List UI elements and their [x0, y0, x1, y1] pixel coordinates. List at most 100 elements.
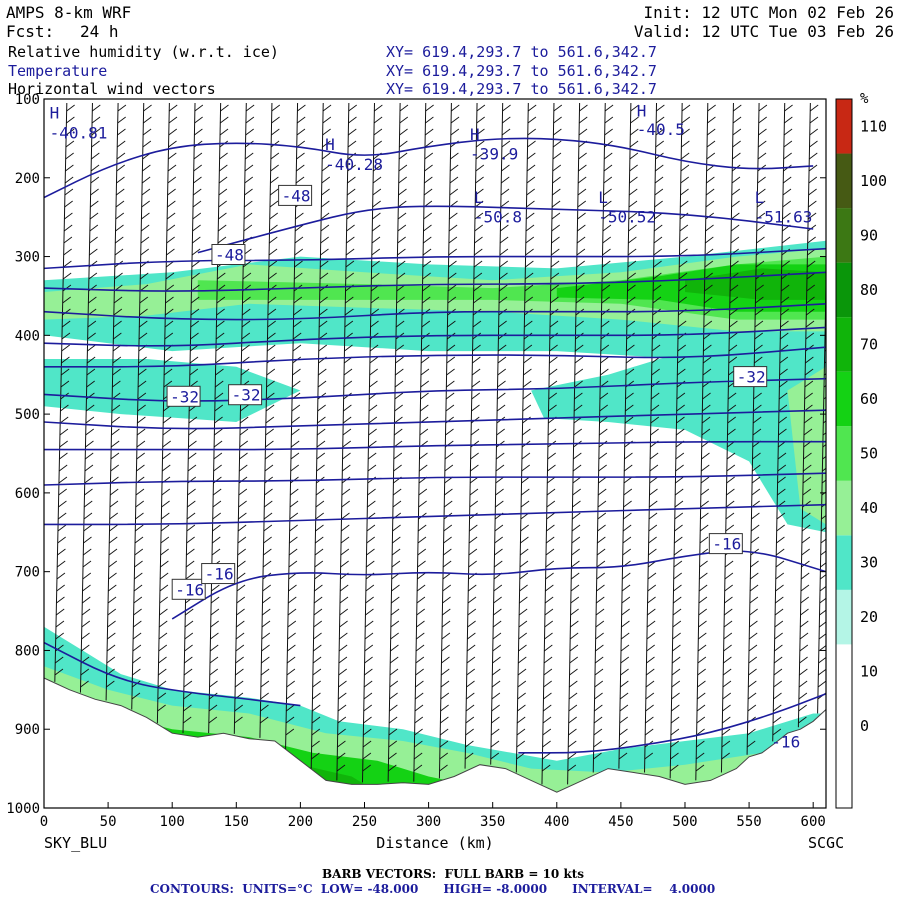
temp-label-0: H [50, 104, 60, 123]
barb-tick [87, 344, 96, 352]
barb-tick [88, 272, 98, 280]
barb-tick [238, 476, 248, 484]
barb-tick [84, 488, 93, 496]
barb-shaft [746, 102, 760, 755]
barb-tick [424, 152, 434, 160]
barb-tick [650, 392, 660, 400]
barb-tick [184, 644, 193, 652]
barb-tick [290, 452, 300, 460]
barb-tick [594, 656, 604, 664]
barb-tick [236, 596, 246, 604]
colorbar-tick-label: 60 [860, 390, 878, 408]
barb-tick [653, 224, 663, 232]
barb-tick [91, 152, 100, 160]
barb-tick [420, 356, 430, 364]
barb-tick [697, 680, 706, 688]
barb-tick [90, 176, 100, 184]
barb-tick [778, 416, 787, 424]
barb-tick [441, 644, 450, 652]
barb-tick [270, 176, 279, 184]
barb-tick [315, 488, 325, 496]
barb-tick [475, 140, 485, 148]
barb-tick [398, 200, 407, 208]
barb-tick [389, 680, 399, 688]
barb-tick [439, 740, 449, 748]
barb-shaft [515, 102, 529, 773]
barb-tick [779, 368, 788, 376]
barb-tick [546, 512, 555, 520]
barb-tick [424, 140, 434, 148]
barb-tick [168, 152, 177, 160]
barb-tick [210, 608, 220, 616]
isotherm-3 [44, 271, 826, 292]
rh-region-7 [787, 366, 826, 525]
barb-tick [526, 200, 535, 208]
barb-tick [775, 548, 785, 556]
barb-tick [87, 320, 97, 328]
barb-tick [577, 224, 586, 232]
barb-shaft [259, 102, 273, 738]
barb-tick [388, 728, 398, 736]
barb-tick [597, 500, 607, 508]
barb-tick [191, 284, 200, 292]
barb-tick [802, 512, 811, 520]
barb-tick [416, 596, 426, 604]
barb-shaft [772, 102, 786, 742]
barb-tick [520, 536, 529, 544]
barb-tick [315, 536, 324, 544]
barb-tick [187, 488, 196, 496]
barb-tick [261, 656, 270, 664]
barb-tick [519, 596, 528, 604]
barb-tick [59, 428, 69, 436]
barb-tick [311, 728, 321, 736]
barb-tick [594, 704, 603, 712]
barb-tick [728, 356, 738, 364]
barb-tick [184, 632, 194, 640]
barb-tick [629, 140, 639, 148]
barb-tick [807, 212, 817, 220]
x-tick-label: 50 [100, 814, 117, 830]
barb-tick [268, 284, 277, 292]
barb-tick [470, 464, 479, 472]
barb-tick [746, 740, 756, 748]
barb-tick [732, 152, 741, 160]
barb-tick [57, 548, 66, 556]
barb-tick [342, 452, 351, 460]
barb-tick [315, 500, 325, 508]
barb-tick [165, 284, 175, 292]
barb-tick [214, 416, 223, 424]
barb-tick [217, 236, 227, 244]
barb-tick [520, 524, 529, 532]
barb-tick [543, 668, 553, 676]
barb-tick [114, 272, 123, 280]
barb-tick [572, 476, 582, 484]
barb-tick [679, 236, 688, 244]
barb-tick [235, 644, 245, 652]
barb-tick [289, 500, 299, 508]
colorbar-tick-label: 40 [860, 499, 878, 517]
barb-tick [368, 404, 378, 412]
terrain-line [43, 677, 827, 793]
barb-tick [705, 212, 715, 220]
barb-tick [449, 212, 458, 220]
barb-tick [287, 644, 296, 652]
barb-tick [362, 740, 372, 748]
barb-tick [215, 356, 224, 364]
barb-tick [398, 164, 408, 172]
label-box [166, 385, 201, 407]
barb-tick [292, 344, 302, 352]
barb-tick [725, 500, 735, 508]
barb-tick [624, 452, 633, 460]
barb-shaft [413, 102, 427, 782]
barb-tick [754, 320, 764, 328]
barb-tick [365, 608, 374, 616]
temp-label-15: -48 [215, 245, 244, 264]
barb-tick [395, 368, 404, 376]
barb-tick [133, 596, 143, 604]
barb-tick [465, 740, 474, 748]
barb-tick [707, 104, 716, 112]
barb-tick [466, 680, 475, 688]
barb-tick [807, 224, 817, 232]
barb-tick [804, 392, 813, 400]
barb-tick [757, 176, 766, 184]
